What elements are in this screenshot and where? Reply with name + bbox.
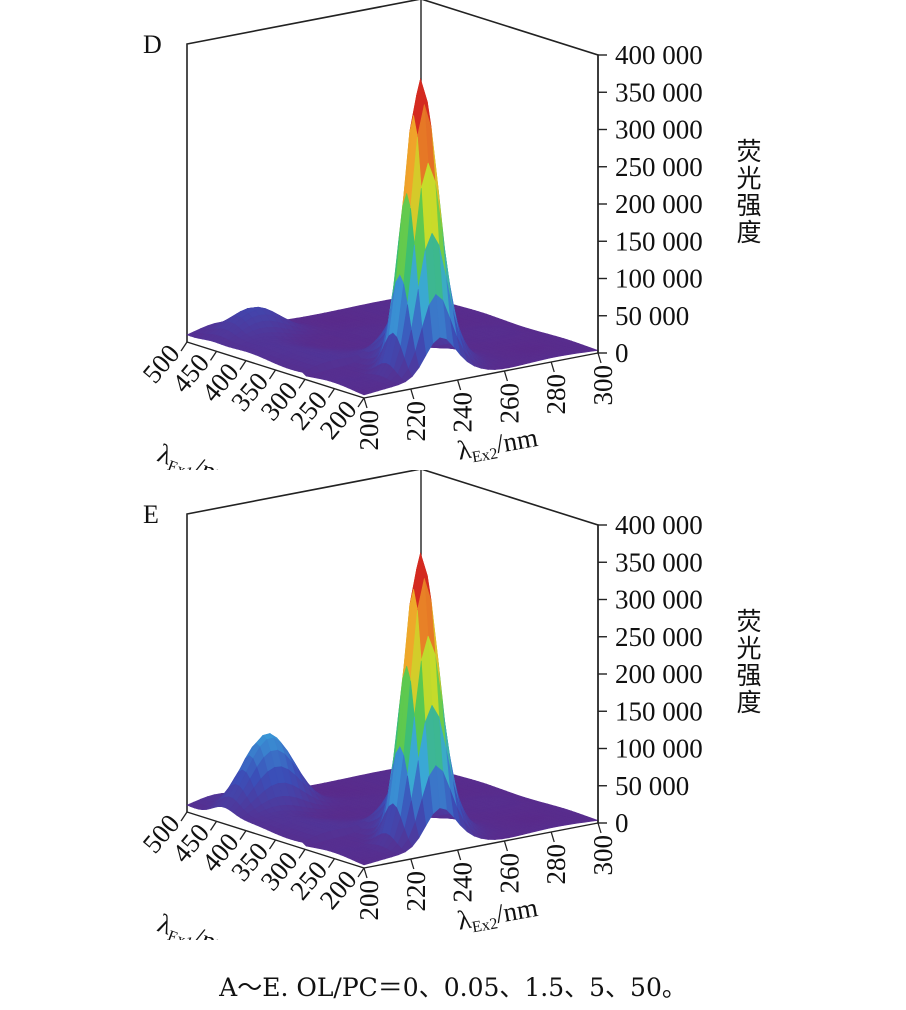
z-tick-label: 150 000 xyxy=(615,696,703,726)
z-tick-label: 200 000 xyxy=(615,189,703,219)
chart-panel-e: 0 50 000 100 000 150 000 200 000 250 000 300 0… xyxy=(0,470,906,940)
panel-label: E xyxy=(143,500,159,529)
y-tick-label: 260 xyxy=(494,383,524,424)
y-axis: 200 220 240 260 280 300 λEx2/nm xyxy=(354,822,618,939)
y-tick xyxy=(597,352,602,364)
surface-mesh xyxy=(186,552,599,866)
z-tick-label: 0 xyxy=(615,808,629,838)
surface-cell xyxy=(359,861,372,866)
y-tick-label: 280 xyxy=(541,374,571,415)
y-tick xyxy=(363,867,368,879)
z-tick-label: 200 000 xyxy=(615,659,703,689)
y-tick xyxy=(410,858,415,870)
y-tick xyxy=(503,840,509,852)
y-tick-label: 240 xyxy=(448,862,478,903)
z-axis-label: 荧光强度 xyxy=(733,608,762,716)
y-axis-label: λEx2/nm xyxy=(455,422,540,469)
z-tick-label: 400 000 xyxy=(615,40,703,70)
y-tick xyxy=(550,831,555,843)
z-tick-label: 50 000 xyxy=(615,771,689,801)
z-tick-label: 350 000 xyxy=(615,547,703,577)
y-tick-label: 300 xyxy=(588,365,618,406)
z-tick-label: 150 000 xyxy=(615,226,703,256)
y-axis-line xyxy=(363,352,599,399)
surface-plot: 0 50 000 100 000 150 000 200 000 250 000 300 0… xyxy=(137,470,703,940)
y-tick-label: 260 xyxy=(494,853,524,894)
z-tick-label: 300 000 xyxy=(615,585,703,615)
x-tick xyxy=(209,820,218,831)
panel-label: D xyxy=(143,30,162,59)
x-tick xyxy=(239,830,247,841)
x-axis-label: λEx1/nm xyxy=(153,908,240,940)
z-tick-label: 400 000 xyxy=(615,510,703,540)
figure-caption: A～E. OL/PC＝0、0.05、1.5、5、50。 xyxy=(219,973,687,1002)
x-tick xyxy=(180,811,188,822)
y-tick xyxy=(550,361,555,373)
y-axis-line xyxy=(363,822,599,869)
z-tick-label: 250 000 xyxy=(615,622,703,652)
x-tick xyxy=(298,848,306,859)
y-axis: 200 220 240 260 280 300 λEx2/nm xyxy=(354,352,618,469)
y-tick xyxy=(503,370,509,382)
z-axis-label: 荧光强度 xyxy=(733,138,762,246)
x-axis-label: λEx1/nm xyxy=(153,438,240,470)
x-tick xyxy=(298,378,306,389)
y-tick xyxy=(363,397,368,409)
x-tick xyxy=(239,360,247,371)
z-axis: 0 50 000 100 000 150 000 200 000 250 000 300 0… xyxy=(597,510,703,838)
y-tick-label: 200 xyxy=(354,410,384,451)
x-tick xyxy=(327,388,336,399)
x-tick xyxy=(357,397,365,408)
x-tick xyxy=(180,341,188,352)
y-tick-label: 240 xyxy=(448,392,478,433)
z-tick-label: 50 000 xyxy=(615,301,689,331)
x-tick xyxy=(357,867,365,878)
z-tick-label: 100 000 xyxy=(615,264,703,294)
surface-plot: 0 50 000 100 000 150 000 200 000 250 000 300 0… xyxy=(137,0,703,470)
z-tick-label: 350 000 xyxy=(615,77,703,107)
y-tick xyxy=(597,822,602,834)
y-tick xyxy=(456,849,462,861)
x-tick xyxy=(268,369,277,380)
surface-mesh xyxy=(186,77,599,396)
y-tick xyxy=(456,379,462,391)
x-tick xyxy=(268,839,277,850)
y-tick-label: 300 xyxy=(588,835,618,876)
y-tick-label: 220 xyxy=(401,401,431,442)
surface-cell xyxy=(359,391,372,396)
z-tick-label: 300 000 xyxy=(615,115,703,145)
y-tick xyxy=(410,388,415,400)
x-tick xyxy=(327,858,336,869)
y-axis-label: λEx2/nm xyxy=(455,892,540,939)
z-tick-label: 100 000 xyxy=(615,734,703,764)
z-axis: 0 50 000 100 000 150 000 200 000 250 000 300 0… xyxy=(597,40,703,368)
z-tick-label: 0 xyxy=(615,338,629,368)
chart-panel-d: 0 50 000 100 000 150 000 200 000 250 000 300 0… xyxy=(0,0,906,470)
y-tick-label: 280 xyxy=(541,844,571,885)
z-tick-label: 250 000 xyxy=(615,152,703,182)
y-tick-label: 220 xyxy=(401,871,431,912)
x-tick xyxy=(209,350,218,361)
y-tick-label: 200 xyxy=(354,880,384,921)
